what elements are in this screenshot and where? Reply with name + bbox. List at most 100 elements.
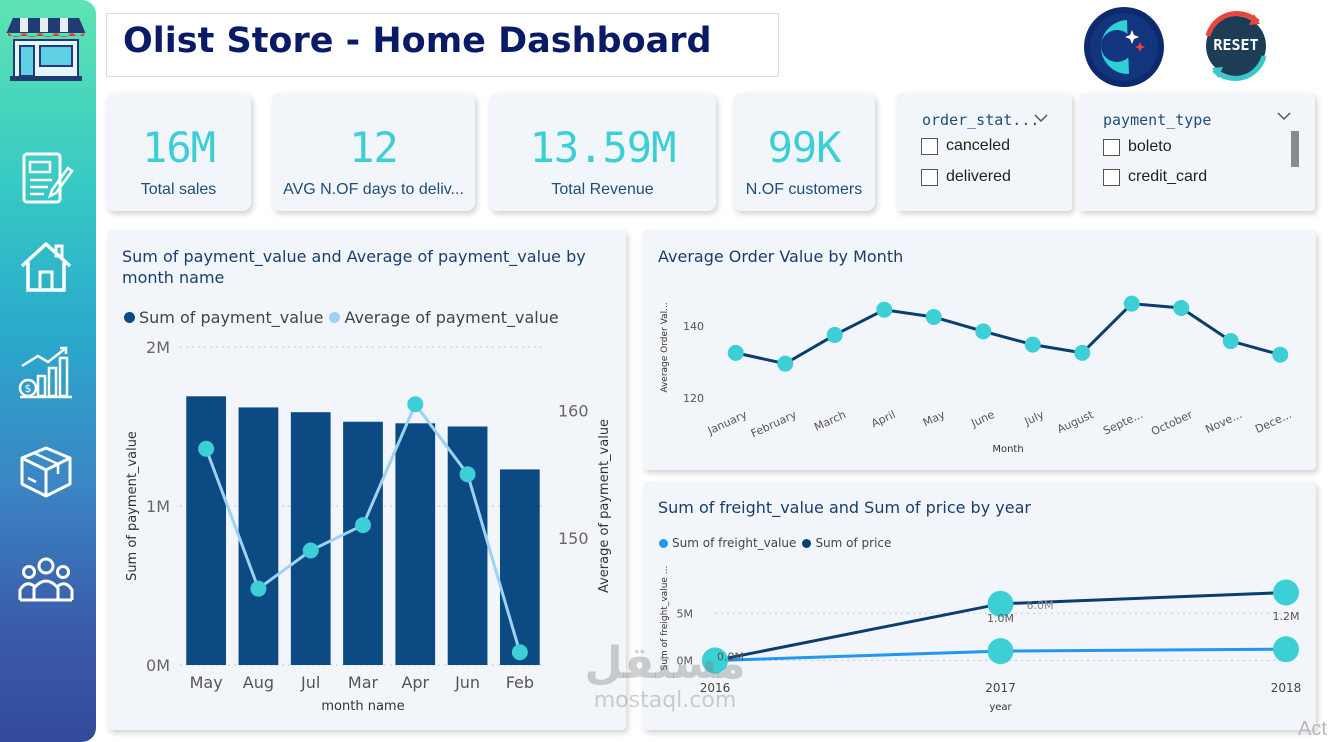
kpi-label: AVG N.OF days to deliv... [283,181,464,198]
bar [395,423,436,665]
data-point [1173,299,1190,316]
x-tick-label: 2016 [700,681,731,695]
data-point [407,396,424,413]
x-tick-label: April [869,408,897,430]
data-label: 1.2M [1273,610,1300,623]
x-tick-label: Mar [348,673,379,692]
checkbox[interactable] [1103,168,1120,186]
x-tick-label: January [705,408,750,438]
dashboard-header: Olist Store - Home Dashboard [106,13,779,77]
data-point [987,638,1014,665]
chart-plot-area: 0M 5M 0.0M 1.0M 1.2M 6.0M 2016 2017 2018 year Sum … [660,566,1301,713]
bar [290,412,331,665]
y-tick-label: 1M [146,497,170,516]
store-icon[interactable] [6,8,86,84]
data-point [777,355,794,372]
reset-icon [1205,10,1267,82]
home-icon[interactable] [18,238,74,294]
chevron-down-icon[interactable] [1034,111,1048,125]
report-icon[interactable] [18,150,74,206]
x-tick-label: Septe... [1101,408,1145,438]
chart-plot-area: 0M 1M 2M 150 160 May Aug Jul Mar Apr Jun Feb month n… [125,338,612,714]
x-tick-label: March [812,408,848,434]
x-tick-label: August [1055,408,1096,436]
y-tick-label: 0M [677,655,694,668]
financial-chart-icon[interactable]: $ [18,344,74,400]
x-tick-label: Apr [401,673,429,692]
option-label: canceled [946,137,1011,154]
chevron-down-icon[interactable] [1277,109,1291,123]
kpi-label: Total Revenue [551,181,654,198]
data-point [1123,295,1140,312]
chart-legend: Sum of payment_value Average of payment_… [124,308,559,327]
kpi-card-customers: 99K N.OF customers [733,93,875,211]
x-axis-label: Month [992,444,1023,455]
data-label: 0.0M [717,651,744,664]
legend-swatch [124,312,135,323]
data-point [727,344,744,361]
data-point [1272,346,1289,363]
page-title: Olist Store - Home Dashboard [123,21,712,61]
checkbox[interactable] [921,168,938,186]
x-tick-label: February [749,408,799,441]
bar [447,426,488,665]
y-axis-label: Sum of payment_value [125,431,140,581]
data-point [1273,579,1299,606]
package-box-icon[interactable] [18,444,74,500]
slicer-option-delivered[interactable]: delivered [921,168,1011,186]
kpi-label: N.OF customers [745,181,863,198]
sidebar-navigation: $ [0,0,96,742]
bar [499,469,540,665]
slicer-title: order_stat... [922,111,1040,129]
legend-item[interactable]: Average of payment_value [344,308,559,327]
x-axis-label: month name [321,699,404,714]
data-point [1024,336,1041,353]
slicer-option-credit-card[interactable]: credit_card [1103,168,1207,186]
data-point [1222,333,1239,350]
os-activation-overlay: Act [1298,718,1327,740]
x-tick-label: Jun [454,673,480,692]
x-tick-label: Jul [300,673,320,692]
kpi-value: 99K [767,123,842,172]
legend-item[interactable]: Sum of price [815,536,892,550]
data-point [302,542,319,559]
chart-plot-area: 120 140 January February March April May June Ju… [660,295,1294,455]
chart-legend: Sum of freight_value Sum of price [659,536,891,550]
x-tick-label: May [921,408,948,430]
checkbox[interactable] [921,137,938,155]
y-axis-label: Average Order Val... [660,302,670,392]
bar [186,396,227,665]
legend-swatch [659,538,668,548]
kpi-value: 13.59M [529,123,677,172]
reset-button[interactable]: RESET [1196,6,1276,86]
x-tick-label: Aug [243,673,274,692]
y-tick-label: 0M [146,656,170,675]
chart-title: Sum of freight_value and Sum of price by… [658,498,1031,517]
series-line [735,302,1281,366]
y2-tick-label: 160 [558,402,589,421]
y-tick-label: 2M [146,338,170,357]
legend-item[interactable]: Sum of payment_value [139,308,324,327]
customers-group-icon[interactable] [18,552,74,608]
chart-title: Average Order Value by Month [658,247,904,266]
slicer-option-canceled[interactable]: canceled [921,137,1010,155]
checkbox[interactable] [1103,138,1120,156]
legend-item[interactable]: Sum of freight_value [672,536,797,550]
x-tick-label: Feb [506,673,534,692]
payment-type-slicer: payment_type boleto credit_card [1079,93,1315,211]
option-label: credit_card [1128,168,1208,185]
y-tick-label: 120 [683,392,704,405]
slicer-option-boleto[interactable]: boleto [1103,138,1172,156]
kpi-value: 12 [349,123,399,172]
x-tick-label: Nove... [1203,408,1244,436]
y-axis-label: Sum of freight_value ... [660,566,670,671]
legend-swatch [802,538,812,548]
theme-toggle-moon-icon[interactable] [1083,6,1165,88]
x-tick-label: 2017 [985,681,1016,695]
data-point [1273,636,1299,663]
slicer-scrollbar[interactable] [1291,131,1299,167]
bar [343,421,383,665]
x-tick-label: May [190,673,223,692]
svg-text:$: $ [25,382,32,395]
kpi-card-total-sales: 16M Total sales [106,93,251,211]
